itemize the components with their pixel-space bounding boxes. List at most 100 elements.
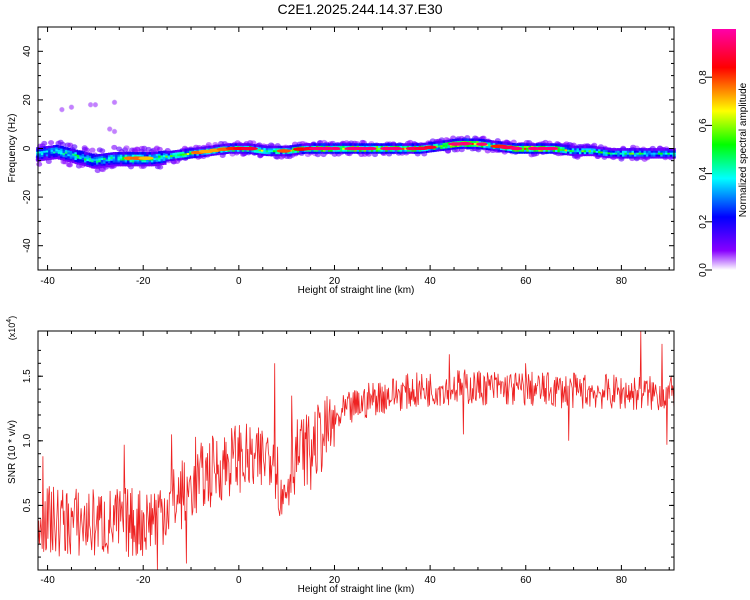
spectral-cell: [626, 148, 631, 151]
spectral-cell: [303, 145, 308, 148]
spectral-cell: [119, 155, 124, 159]
spectral-cell: [633, 150, 638, 153]
spectral-cell: [488, 145, 492, 149]
spectral-cell: [91, 153, 95, 157]
spectral-cell: [76, 159, 81, 163]
spectral-cell: [617, 155, 621, 159]
spectral-cell: [256, 144, 260, 148]
spectral-cell: [523, 143, 528, 146]
spectral-cell: [662, 154, 667, 157]
spectral-cell: [562, 144, 566, 148]
spectral-cell: [277, 153, 282, 157]
spectral-cell: [354, 149, 358, 152]
spectral-cell: [272, 153, 277, 157]
spectral-cell: [413, 143, 418, 146]
spectral-cell: [177, 155, 181, 159]
spectral-cell: [559, 150, 564, 153]
spectral-cell: [586, 149, 590, 153]
spectral-cell: [399, 143, 404, 146]
spectral-cell: [303, 143, 308, 146]
spectral-cell: [330, 149, 334, 152]
spectral-cell: [162, 152, 167, 156]
spectral-cell: [60, 153, 64, 157]
spectral-cell: [349, 151, 354, 154]
spectral-outlier: [111, 128, 118, 135]
spectral-cell: [323, 145, 327, 148]
spectral-cell: [287, 147, 291, 150]
spectral-cell: [110, 154, 114, 157]
spectral-cell: [335, 151, 339, 154]
spectral-cell: [184, 150, 189, 154]
spectral-cell: [177, 151, 181, 155]
spectral-cell: [588, 145, 593, 149]
spectral-cell: [392, 145, 397, 148]
spectral-cell: [81, 155, 86, 158]
spectral-cell: [57, 151, 62, 154]
spectral-cell: [588, 147, 593, 151]
spectral-cell: [210, 151, 215, 154]
spectral-cell: [552, 143, 557, 146]
spectral-cell: [478, 146, 483, 150]
y-tick-label: -40: [22, 238, 33, 253]
spectral-cell: [521, 145, 526, 148]
spectral-cell: [562, 148, 566, 152]
snr-panel: -40 -20 0 20 40 60 80 0.5 1.0 1.5 Height of stra…: [6, 316, 675, 595]
spectral-cell: [590, 145, 595, 149]
spectral-cell: [440, 142, 444, 146]
spectral-cell: [325, 143, 330, 146]
spectral-cell: [564, 146, 569, 150]
spectral-cell: [189, 150, 193, 153]
spectral-cell: [624, 152, 628, 155]
spectral-cell: [48, 155, 52, 159]
spectral-cell: [139, 152, 143, 155]
spectral-cell: [48, 145, 52, 149]
spectral-cell: [344, 145, 349, 148]
spectral-cell: [339, 147, 344, 150]
spectral-cell: [413, 145, 418, 148]
spectral-cell: [471, 138, 475, 142]
spectral-cell: [301, 143, 306, 147]
spectral-cell: [72, 150, 76, 154]
spectral-cell: [115, 159, 119, 163]
spectral-cell: [237, 143, 241, 146]
spectral-cell: [189, 154, 193, 157]
spectral-cell: [418, 151, 423, 154]
snr-y-ticks: 0.5 1.0 1.5: [22, 349, 674, 558]
spectral-cell: [330, 143, 334, 146]
spectral-cell: [629, 148, 633, 151]
spectral-cell: [127, 159, 131, 163]
spectral-cell: [76, 158, 81, 161]
spectral-cell: [67, 159, 71, 163]
spectral-cell: [344, 143, 349, 146]
spectral-cell: [621, 155, 626, 159]
spectral-cell: [160, 154, 165, 158]
spectral-cell: [198, 148, 203, 152]
spectral-cell: [497, 148, 502, 152]
spectral-cell: [296, 144, 301, 147]
spectral-peak-cell: [276, 149, 291, 153]
spectral-cell: [98, 165, 102, 169]
spectral-cell: [57, 153, 62, 156]
spectral-cell: [265, 147, 270, 151]
spectral-cell: [91, 159, 95, 163]
x-tick-label: 80: [616, 276, 628, 287]
spectral-cell: [402, 147, 406, 150]
spectral-cell: [48, 147, 52, 151]
spectral-cell: [174, 157, 179, 161]
spectral-cell: [131, 154, 136, 157]
spectral-cell: [110, 164, 114, 167]
spectral-cell: [272, 151, 277, 155]
spectral-cell: [100, 161, 105, 164]
spectral-cell: [593, 151, 597, 155]
spectral-cell: [602, 147, 607, 150]
spectral-cell: [552, 151, 557, 154]
spectral-cell: [60, 145, 64, 149]
spectral-cell: [323, 143, 327, 146]
spectral-cell: [105, 154, 110, 158]
spectral-cell: [619, 154, 624, 157]
spectral-cell: [416, 145, 420, 148]
spectral-cell: [64, 158, 69, 162]
spectral-cell: [229, 143, 234, 146]
spectral-cell: [586, 153, 590, 157]
spectral-cell: [490, 148, 495, 151]
